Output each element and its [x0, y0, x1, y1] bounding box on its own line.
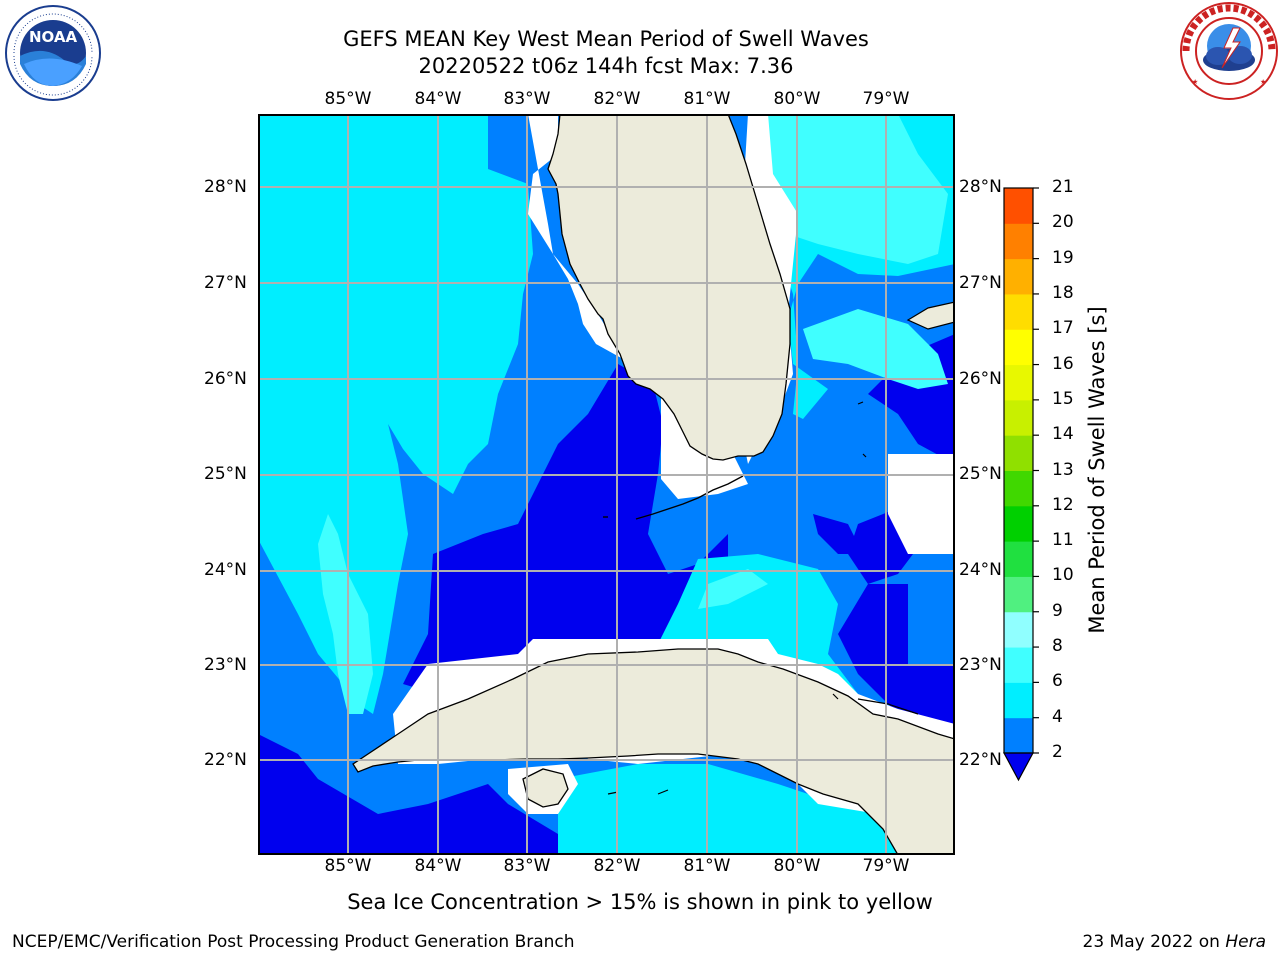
colorbar	[1003, 187, 1039, 782]
colorbar-tick-label: 8	[1052, 636, 1063, 657]
footer-credit: NCEP/EMC/Verification Post Processing Pr…	[12, 932, 575, 952]
colorbar-extend-triangle	[1003, 752, 1035, 782]
field-below-2s-gulf	[403, 364, 728, 704]
lon-label-bottom-84w: 84°W	[414, 856, 462, 876]
colorbar-tick-label: 2	[1052, 742, 1063, 762]
lat-label-right-25n: 25°N	[959, 464, 1002, 484]
colorbar-tick-label: 16	[1052, 353, 1074, 374]
colorbar-tick-label: 15	[1052, 388, 1074, 409]
colorbar-label: Mean Period of Swell Waves [s]	[1085, 306, 1109, 634]
lon-label-top-80w: 80°W	[773, 89, 821, 109]
colorbar-tick-label: 17	[1052, 318, 1074, 339]
colorbar-tick-label: 4	[1052, 706, 1063, 727]
colorbar-segment	[1004, 576, 1033, 613]
colorbar-segment	[1004, 470, 1033, 507]
colorbar-tick-label: 10	[1052, 565, 1074, 586]
colorbar-segment	[1004, 258, 1033, 295]
swell-period-map	[258, 114, 955, 855]
lat-label-right-22n: 22°N	[959, 750, 1002, 770]
footer-host: Hera	[1225, 932, 1266, 952]
lon-label-top-84w: 84°W	[414, 89, 462, 109]
colorbar-tick-label: 21	[1052, 177, 1074, 197]
lon-label-bottom-82w: 82°W	[593, 856, 641, 876]
colorbar-segment	[1004, 293, 1033, 330]
lat-label-right-27n: 27°N	[959, 273, 1002, 293]
field-4-6s-caribbean	[558, 764, 955, 855]
lat-label-left-27n: 27°N	[204, 273, 247, 293]
colorbar-tick-label: 19	[1052, 247, 1074, 268]
colorbar-segment	[1004, 329, 1033, 366]
lat-label-left-26n: 26°N	[204, 369, 247, 389]
lon-label-top-85w: 85°W	[324, 89, 372, 109]
colorbar-segment	[1004, 223, 1033, 260]
colorbar-segment	[1004, 541, 1033, 577]
field-6-8s-bahamas	[803, 309, 948, 389]
colorbar-tick-label: 18	[1052, 282, 1074, 303]
colorbar-tick-label: 11	[1052, 530, 1074, 551]
lon-label-bottom-80w: 80°W	[773, 856, 821, 876]
lon-label-top-82w: 82°W	[593, 89, 641, 109]
footer-date: 23 May 2022 on Hera	[1083, 932, 1267, 952]
colorbar-tick-label: 9	[1052, 600, 1063, 621]
florida-land	[547, 114, 791, 461]
colorbar-segment	[1004, 647, 1033, 683]
colorbar-segment	[1004, 611, 1033, 648]
lat-label-left-23n: 23°N	[204, 655, 247, 675]
noaa-logo: NOAA	[4, 4, 102, 106]
field-below-2s-pocket	[813, 514, 863, 554]
chart-title: GEFS MEAN Key West Mean Period of Swell …	[343, 27, 869, 51]
colorbar-segment	[1004, 188, 1033, 224]
colorbar-tick-label: 6	[1052, 671, 1063, 692]
lat-label-right-26n: 26°N	[959, 369, 1002, 389]
lat-label-left-24n: 24°N	[204, 560, 247, 580]
colorbar-tick-label: 14	[1052, 424, 1074, 445]
lon-label-bottom-79w: 79°W	[862, 856, 910, 876]
footer-date-text: 23 May 2022 on	[1082, 932, 1226, 952]
colorbar-segment	[1004, 435, 1033, 471]
colorbar-tick-label: 13	[1052, 459, 1074, 480]
florida-keys	[603, 475, 744, 520]
lon-label-top-81w: 81°W	[683, 89, 731, 109]
lon-label-top-79w: 79°W	[862, 89, 910, 109]
field-below-2s-old-bahama	[838, 584, 955, 754]
lat-label-right-28n: 28°N	[959, 177, 1002, 197]
field-6-8s-straits	[698, 569, 768, 609]
isla-de-la-juventud	[522, 768, 569, 808]
chart-subtitle: 20220522 t06z 144h fcst Max: 7.36	[418, 54, 794, 78]
colorbar-segment	[1004, 399, 1033, 436]
field-below-2s-southwest	[258, 734, 558, 855]
colorbar-segment	[1004, 717, 1033, 754]
lat-label-left-22n: 22°N	[204, 750, 247, 770]
lon-label-bottom-85w: 85°W	[324, 856, 372, 876]
sea-ice-note: Sea Ice Concentration > 15% is shown in …	[347, 890, 933, 914]
map-gridlines	[258, 114, 955, 855]
colorbar-segment	[1004, 364, 1033, 401]
lat-label-right-23n: 23°N	[959, 655, 1002, 675]
field-6-8s-atlantic	[753, 114, 948, 264]
noaa-logo-text: NOAA	[29, 28, 78, 46]
lon-label-top-83w: 83°W	[503, 89, 551, 109]
bahamas-andros	[906, 301, 955, 330]
svg-text:★: ★	[1192, 78, 1198, 86]
lon-label-bottom-81w: 81°W	[683, 856, 731, 876]
map-frame	[258, 114, 955, 855]
missing-data-bahamas-east	[888, 454, 955, 554]
colorbar-tick-label: 12	[1052, 494, 1074, 515]
colorbar-tick-label: 20	[1052, 212, 1074, 233]
lat-label-right-24n: 24°N	[959, 560, 1002, 580]
svg-text:★: ★	[1260, 78, 1266, 86]
nws-logo: ★ ★	[1178, 0, 1280, 106]
colorbar-segment	[1004, 682, 1033, 719]
lat-label-left-28n: 28°N	[204, 177, 247, 197]
colorbar-segment	[1004, 505, 1033, 542]
lon-label-bottom-83w: 83°W	[503, 856, 551, 876]
missing-data-florida-west	[528, 114, 748, 499]
lat-label-left-25n: 25°N	[204, 464, 247, 484]
